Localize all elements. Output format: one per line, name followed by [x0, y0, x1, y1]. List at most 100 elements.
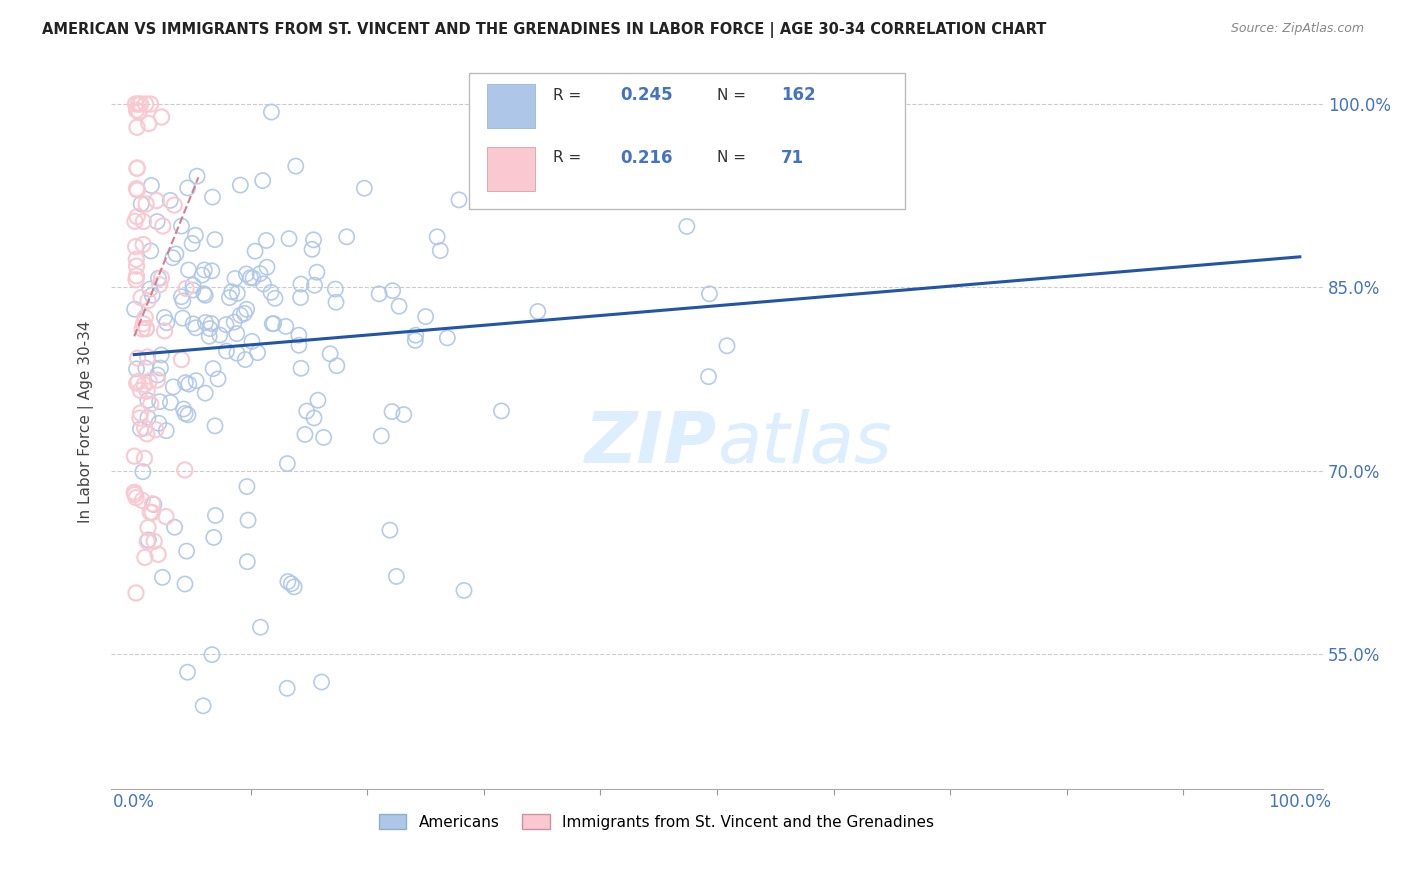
- Point: [145, 423, 167, 437]
- Point: [165, 247, 187, 261]
- Point: [716, 339, 738, 353]
- Point: [155, 424, 177, 438]
- Point: [170, 352, 193, 367]
- Point: [138, 116, 160, 130]
- Point: [239, 270, 262, 285]
- Point: [132, 465, 155, 479]
- Text: N =: N =: [717, 151, 751, 165]
- Point: [215, 344, 238, 359]
- Point: [233, 352, 256, 367]
- Point: [141, 497, 163, 511]
- Point: [284, 159, 307, 173]
- Point: [174, 577, 197, 591]
- Point: [200, 317, 222, 331]
- Point: [149, 277, 172, 292]
- Point: [236, 479, 259, 493]
- Point: [125, 210, 148, 224]
- Point: [274, 319, 297, 334]
- Point: [225, 326, 247, 341]
- Point: [124, 485, 146, 500]
- Point: [290, 291, 312, 305]
- Point: [135, 97, 157, 112]
- Point: [129, 422, 152, 436]
- Point: [174, 281, 197, 295]
- Point: [305, 265, 328, 279]
- Point: [252, 173, 274, 187]
- Point: [378, 523, 401, 537]
- Point: [233, 306, 256, 320]
- Point: [131, 322, 153, 336]
- Point: [125, 586, 148, 600]
- Point: [201, 648, 224, 662]
- Point: [302, 233, 325, 247]
- Point: [162, 380, 184, 394]
- Point: [229, 308, 252, 322]
- Point: [125, 252, 148, 267]
- Text: 71: 71: [782, 149, 804, 167]
- Point: [184, 320, 207, 334]
- Point: [150, 348, 173, 362]
- Point: [256, 260, 278, 275]
- Bar: [486, 147, 536, 191]
- Point: [325, 282, 347, 296]
- FancyBboxPatch shape: [468, 73, 905, 209]
- Point: [125, 268, 148, 283]
- Point: [307, 393, 329, 408]
- Point: [240, 334, 263, 349]
- Point: [176, 544, 198, 558]
- Point: [191, 268, 214, 282]
- Point: [146, 547, 169, 561]
- Point: [193, 286, 215, 301]
- Point: [134, 421, 156, 435]
- Point: [194, 316, 217, 330]
- Point: [132, 317, 155, 331]
- Point: [125, 376, 148, 391]
- Point: [124, 239, 146, 253]
- Point: [288, 328, 311, 343]
- Text: 0.245: 0.245: [620, 87, 672, 104]
- Point: [485, 193, 508, 207]
- Point: [404, 334, 426, 348]
- Point: [129, 291, 152, 305]
- Point: [280, 576, 302, 591]
- Point: [146, 214, 169, 228]
- Point: [152, 570, 174, 584]
- Point: [129, 384, 152, 398]
- Point: [155, 509, 177, 524]
- Point: [173, 463, 195, 477]
- Text: Source: ZipAtlas.com: Source: ZipAtlas.com: [1230, 22, 1364, 36]
- Point: [415, 310, 437, 324]
- Point: [153, 324, 176, 338]
- Point: [125, 161, 148, 175]
- Point: [229, 178, 252, 192]
- Point: [236, 513, 259, 527]
- Point: [198, 321, 221, 335]
- Point: [125, 362, 148, 376]
- Point: [136, 384, 159, 399]
- Point: [176, 665, 198, 680]
- Point: [128, 104, 150, 119]
- Point: [204, 233, 226, 247]
- Point: [131, 493, 153, 508]
- Point: [249, 620, 271, 634]
- Point: [290, 361, 312, 376]
- Point: [224, 271, 246, 285]
- Point: [221, 285, 243, 299]
- Point: [224, 315, 246, 329]
- Bar: [486, 85, 536, 128]
- Point: [276, 681, 298, 696]
- Point: [697, 369, 720, 384]
- Point: [136, 520, 159, 534]
- Point: [336, 229, 359, 244]
- Point: [177, 377, 200, 392]
- Point: [128, 105, 150, 120]
- Point: [170, 219, 193, 233]
- Text: atlas: atlas: [717, 409, 891, 478]
- Point: [491, 404, 513, 418]
- Point: [288, 338, 311, 352]
- Point: [235, 302, 257, 317]
- Point: [325, 295, 347, 310]
- Point: [163, 520, 186, 534]
- Point: [246, 345, 269, 359]
- Point: [290, 277, 312, 292]
